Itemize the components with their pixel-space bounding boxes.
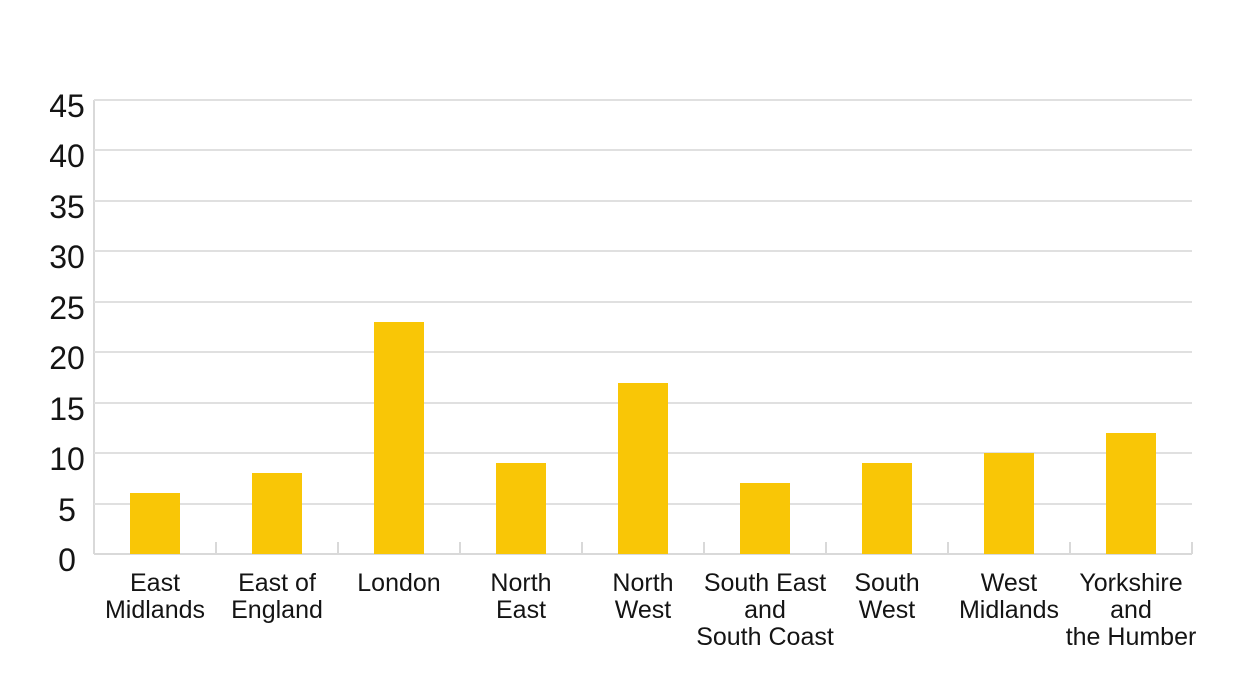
y-axis-tick-label: 10 — [49, 441, 85, 478]
x-axis-tick — [1191, 542, 1193, 554]
bar-west-midlands — [984, 453, 1034, 554]
x-axis-tick — [825, 542, 827, 554]
bar-east-of-england — [252, 473, 302, 554]
gridline — [94, 199, 1192, 202]
x-axis-tick — [459, 542, 461, 554]
plot-area — [93, 99, 1193, 555]
gridline — [94, 99, 1192, 101]
x-axis-tick — [215, 542, 217, 554]
x-axis-category-label-london: London — [357, 569, 441, 597]
y-axis-tick-label: 30 — [49, 239, 85, 276]
x-axis-category-label-north-west: North West — [612, 569, 674, 624]
x-axis-tick — [703, 542, 705, 554]
y-axis-tick-label: 0 — [58, 542, 76, 578]
bar-yorkshire-and-the-humber — [1106, 432, 1156, 554]
bar-london — [374, 321, 424, 554]
x-axis-line — [94, 553, 1192, 555]
y-axis-tick-label: 20 — [49, 340, 85, 377]
x-axis-tick — [581, 542, 583, 554]
y-axis-tick-label: 40 — [49, 138, 85, 175]
bar-south-east-and-south-coast — [740, 483, 790, 554]
x-axis-category-label-south-west: South West — [854, 569, 920, 624]
bar-east-midlands — [130, 493, 180, 554]
bar-north-west — [618, 382, 668, 554]
x-axis-category-label-south-east-and-south-coast: South East and South Coast — [696, 569, 834, 651]
y-axis-line — [93, 100, 95, 554]
x-axis-tick — [1069, 542, 1071, 554]
y-axis-tick-label: 35 — [49, 188, 85, 225]
y-axis-tick-label: 25 — [49, 289, 85, 326]
gridline — [94, 250, 1192, 253]
y-axis-tick-label: 45 — [49, 88, 85, 124]
x-axis-category-label-north-east: North East — [490, 569, 552, 624]
x-axis-tick — [947, 542, 949, 554]
x-axis-category-label-east-of-england: East of England — [231, 569, 323, 624]
gridline — [94, 149, 1192, 152]
bar-north-east — [496, 463, 546, 554]
x-axis-category-label-east-midlands: East Midlands — [104, 569, 206, 624]
gridline — [94, 351, 1192, 354]
x-axis-category-label-west-midlands: West Midlands — [958, 569, 1060, 624]
y-axis-tick-label: 5 — [58, 491, 76, 528]
bar-south-west — [862, 463, 912, 554]
x-axis-tick — [337, 542, 339, 554]
y-axis-tick-label: 15 — [49, 390, 85, 427]
x-axis-category-label-yorkshire-and-the-humber: Yorkshire and the Humber — [1065, 569, 1197, 651]
gridline — [94, 300, 1192, 303]
